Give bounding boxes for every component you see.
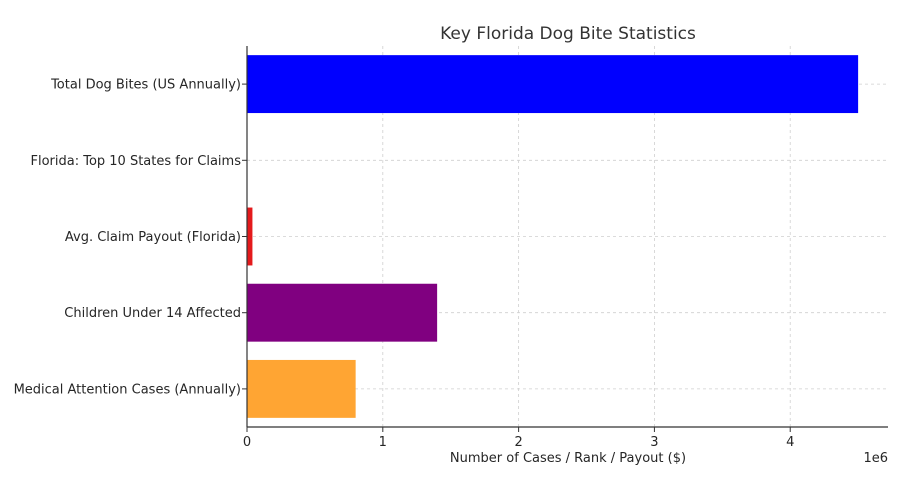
bar — [247, 55, 859, 114]
x-axis-ticks: 0 1 2 3 4 — [243, 427, 794, 450]
x-tick-label: 0 — [243, 435, 251, 450]
x-tick-label: 4 — [786, 435, 794, 450]
chart-title: Key Florida Dog Bite Statistics — [440, 24, 696, 44]
bar — [247, 207, 253, 266]
y-tick-label: Medical Attention Cases (Annually) — [14, 382, 241, 397]
y-axis-ticks: Total Dog Bites (US Annually) Florida: To… — [14, 78, 247, 397]
x-tick-label: 2 — [514, 435, 522, 450]
x-axis-label: Number of Cases / Rank / Payout ($) — [450, 451, 686, 466]
y-tick-label: Florida: Top 10 States for Claims — [30, 154, 241, 169]
bars — [247, 55, 859, 418]
y-tick-label: Avg. Claim Payout (Florida) — [65, 230, 241, 245]
x-tick-label: 1 — [379, 435, 387, 450]
x-axis-offset-text: 1e6 — [863, 451, 888, 466]
y-tick-label: Total Dog Bites (US Annually) — [50, 78, 241, 93]
y-tick-label: Children Under 14 Affected — [64, 306, 241, 321]
bar — [247, 283, 438, 342]
bar — [247, 359, 356, 418]
x-tick-label: 3 — [650, 435, 658, 450]
